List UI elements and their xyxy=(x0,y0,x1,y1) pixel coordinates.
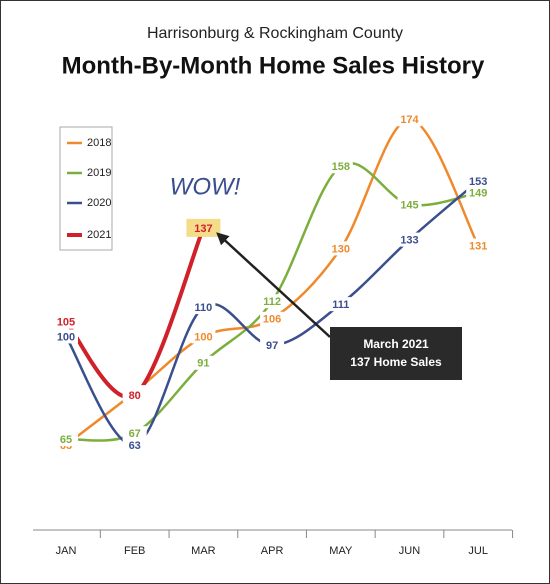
label-bg xyxy=(397,197,422,212)
x-tick-label: FEB xyxy=(124,545,145,557)
label-bg xyxy=(122,426,147,441)
label-bg xyxy=(328,159,353,174)
callout-line: 137 Home Sales xyxy=(350,355,442,369)
x-tick-label: APR xyxy=(261,545,284,557)
data-label: 149 xyxy=(469,188,487,200)
data-label: 97 xyxy=(266,340,278,352)
data-label: 130 xyxy=(332,243,350,255)
callout-box xyxy=(330,327,462,380)
x-tick-label: JAN xyxy=(56,545,77,557)
callout-line: March 2021 xyxy=(363,337,429,351)
label-bg xyxy=(54,314,78,329)
legend-label: 2019 xyxy=(87,167,111,179)
data-label: 112 xyxy=(263,296,281,308)
data-label: 63 xyxy=(129,440,141,452)
legend-label: 2020 xyxy=(87,197,111,209)
label-bg xyxy=(260,311,285,326)
label-bg xyxy=(466,173,491,188)
data-labels: 6381100106130174131656791112158145149100… xyxy=(54,112,491,452)
label-bg xyxy=(191,329,216,344)
x-tick-label: JUN xyxy=(399,545,420,557)
data-label: 105 xyxy=(57,317,75,329)
annotation-wow: WOW! xyxy=(170,173,241,200)
data-label: 100 xyxy=(194,331,212,343)
x-tick-label: MAR xyxy=(191,545,216,557)
chart-title: Month-By-Month Home Sales History xyxy=(62,52,485,79)
data-label: 110 xyxy=(195,302,213,314)
data-label: 106 xyxy=(263,314,281,326)
label-bg xyxy=(328,241,353,256)
data-label: 153 xyxy=(469,176,487,188)
data-label: 145 xyxy=(400,199,418,211)
data-label: 133 xyxy=(400,235,418,247)
data-label: 100 xyxy=(57,331,75,343)
label-bg xyxy=(328,297,353,312)
label-highlight xyxy=(186,218,221,237)
data-label: 111 xyxy=(332,299,349,311)
label-bg xyxy=(191,300,216,315)
data-label: 80 xyxy=(129,390,141,402)
label-bg xyxy=(397,112,422,127)
label-bg xyxy=(122,437,147,452)
data-label: 174 xyxy=(400,114,419,126)
label-bg xyxy=(397,232,422,247)
legend-box xyxy=(59,126,113,251)
chart-subtitle: Harrisonburg & Rockingham County xyxy=(147,25,403,42)
data-label: 131 xyxy=(469,240,487,252)
label-bg xyxy=(191,355,216,370)
data-label: 137 xyxy=(194,223,212,235)
legend-label: 2018 xyxy=(87,137,111,149)
data-label: 65 xyxy=(60,434,72,446)
label-bg xyxy=(466,238,491,253)
data-label: 91 xyxy=(197,358,209,370)
label-bg xyxy=(122,388,147,403)
label-bg xyxy=(54,432,78,447)
label-bg xyxy=(260,338,285,353)
x-tick-label: MAY xyxy=(329,545,353,557)
label-bg xyxy=(260,294,285,309)
label-bg xyxy=(54,329,78,344)
callout-arrow xyxy=(216,232,331,338)
legend-label: 2021 xyxy=(87,229,111,241)
data-label: 67 xyxy=(129,428,141,440)
data-label: 158 xyxy=(332,161,350,173)
x-tick-label: JUL xyxy=(468,545,488,557)
label-bg xyxy=(466,185,491,200)
